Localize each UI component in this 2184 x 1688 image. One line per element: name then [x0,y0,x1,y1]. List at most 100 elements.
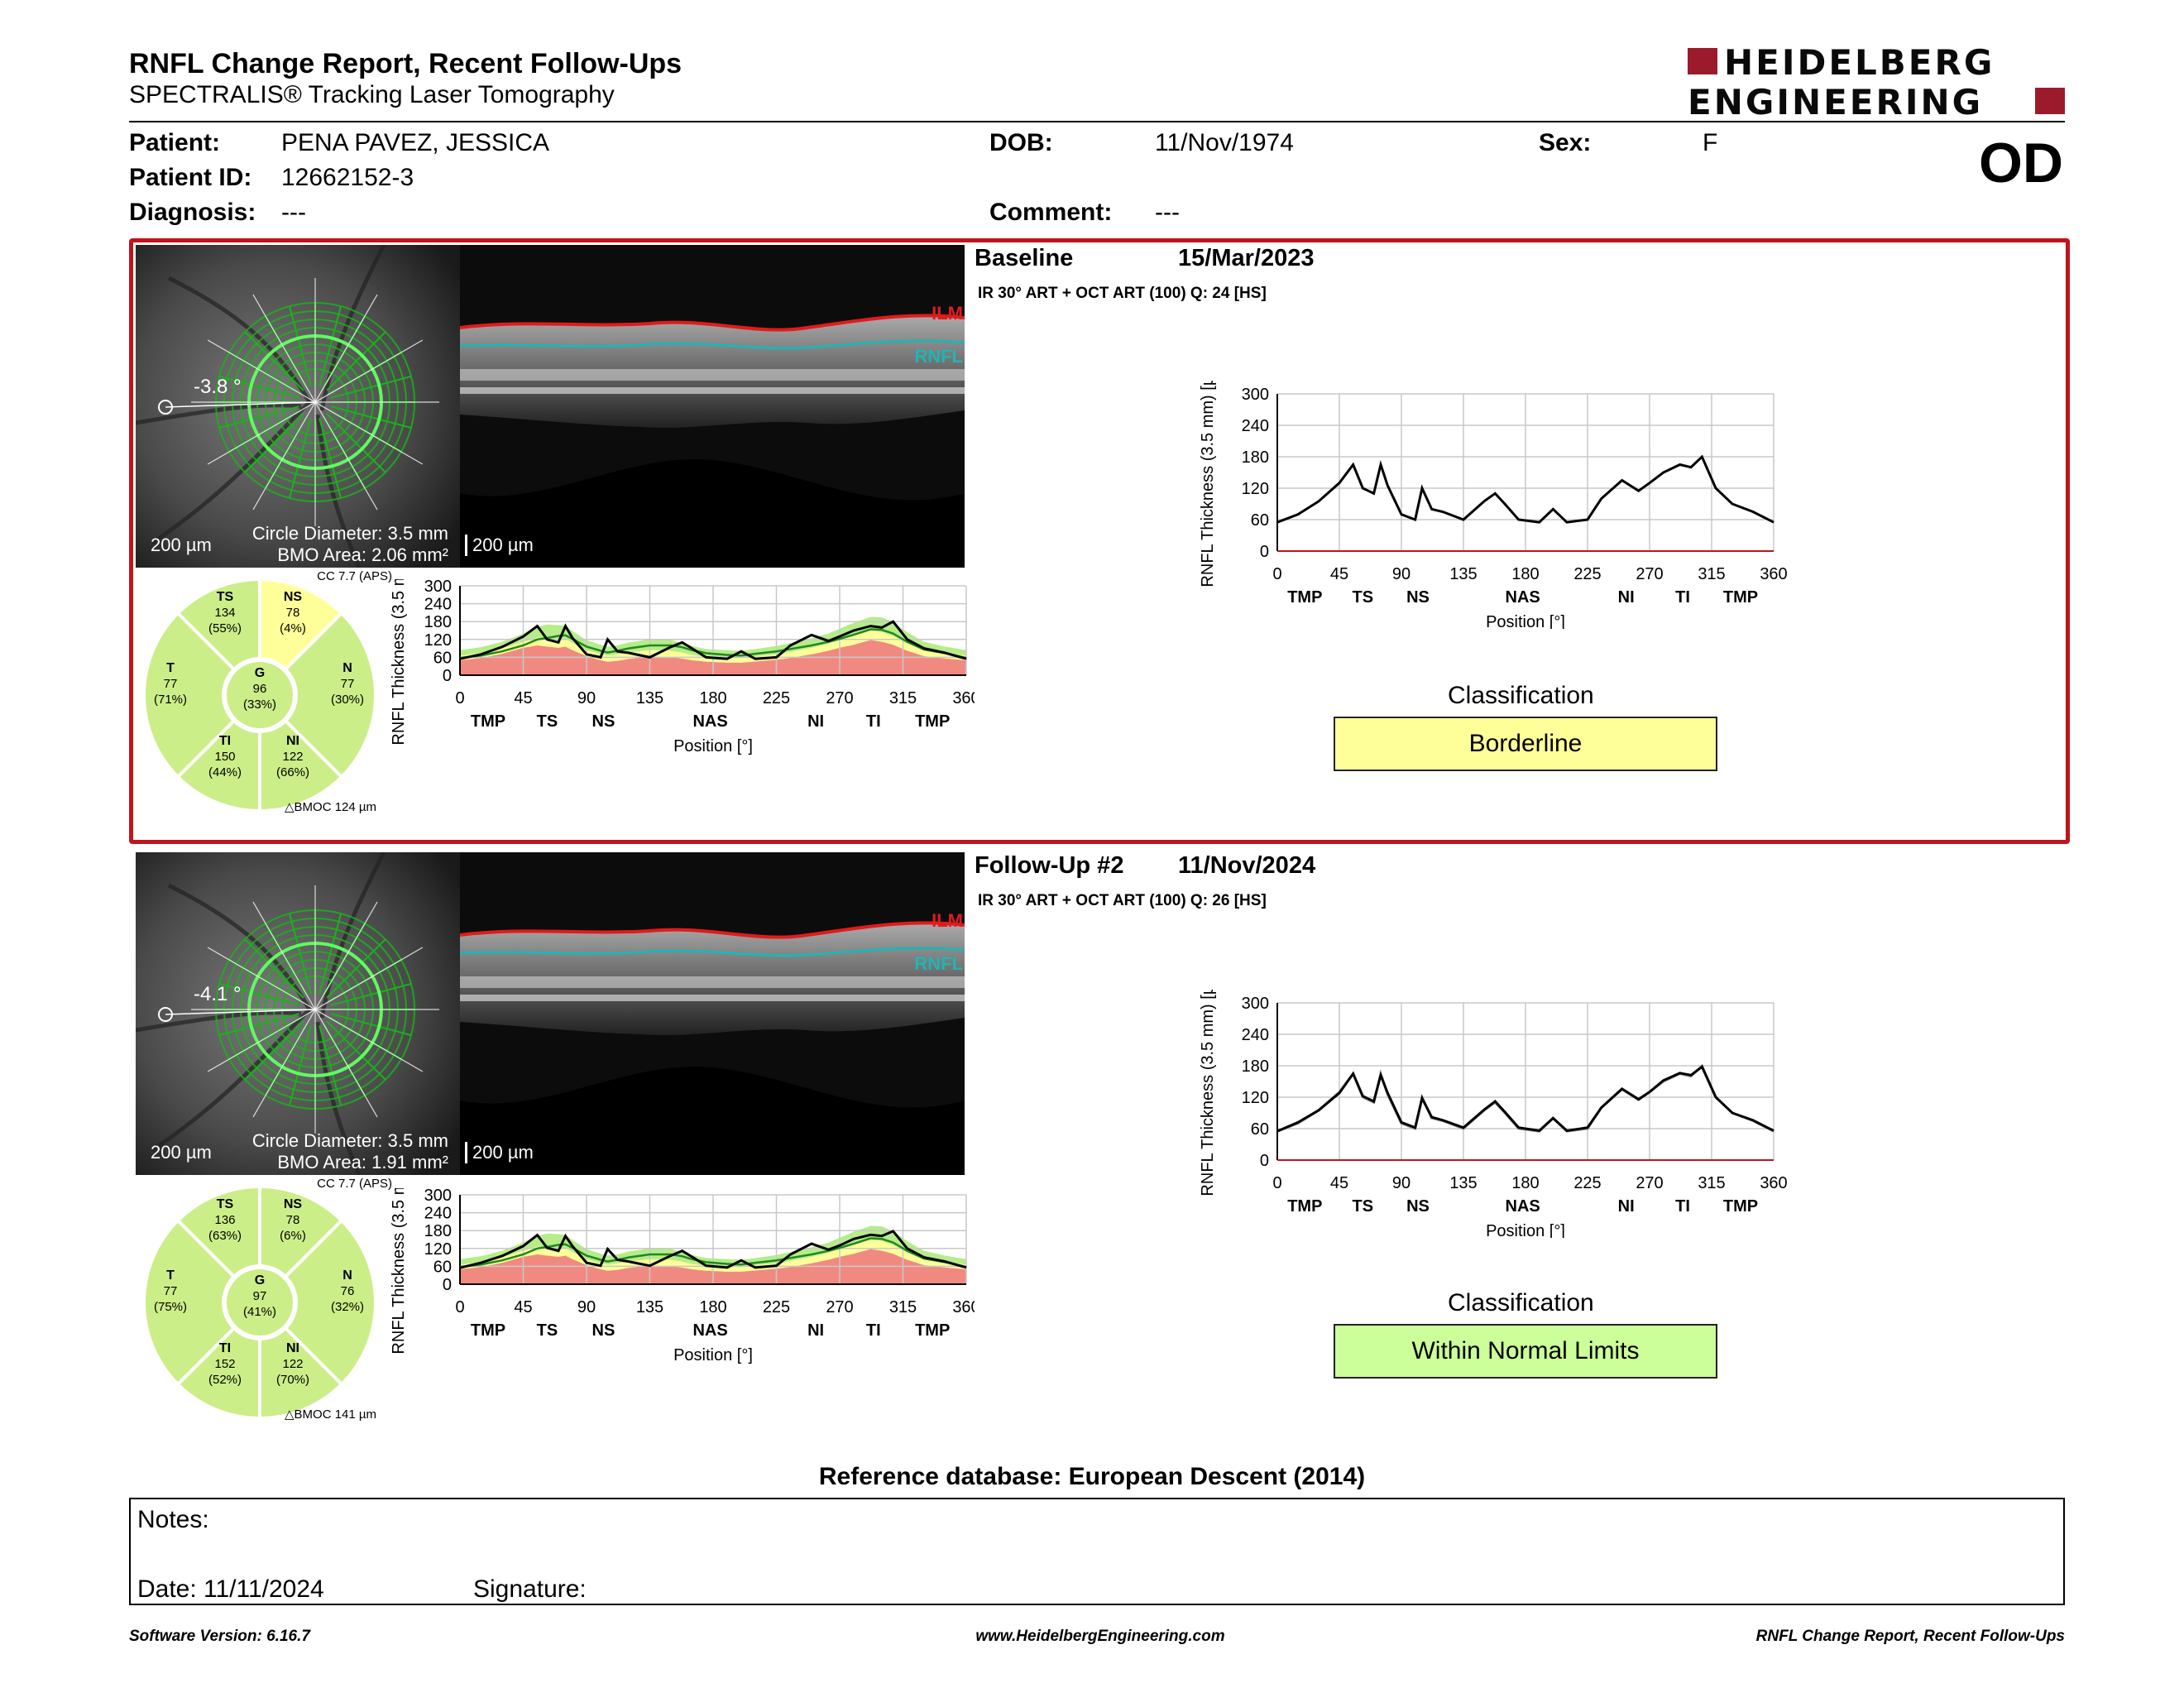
svg-text:TS: TS [217,590,234,604]
logo-line-2: ENGINEERING [1688,82,1984,122]
y-tick-label: 60 [433,1258,452,1276]
ilm-label: ILM [932,303,963,324]
classification-label: Classification [1448,682,1594,709]
sector-label-ni: NI 122(66%) [276,734,309,779]
classification-value: Borderline [1468,730,1583,757]
svg-text:(63%): (63%) [208,1229,242,1243]
sector-label-ns: NS 78(4%) [280,590,306,635]
svg-text:TS: TS [217,1197,234,1211]
sector-pie-graphic: TS 134(55%) NS 78(4%) T 77 (71%) G 96 (33%) N 77 (30… [142,577,377,813]
sector-label-g: G 96 (33%) [243,666,276,712]
classification-label: Classification [1448,1289,1594,1316]
patient-id-value: 12662152-3 [281,164,414,191]
x-tick-label: 270 [826,689,853,707]
header-rule [129,121,2065,122]
classification-box: Within Normal Limits [1334,1324,1717,1379]
x-tick-label: 180 [699,689,726,707]
y-tick-label: 180 [1242,448,1269,467]
sector-axis-label: TS [1353,588,1374,607]
x-tick-label: 0 [1272,565,1281,583]
x-tick-label: 135 [1449,1174,1477,1192]
report-title: RNFL Change Report, Recent Follow-Ups [129,48,682,79]
svg-text:(6%): (6%) [280,1229,306,1243]
circle-diameter: Circle Diameter: 3.5 mm [251,523,448,544]
x-tick-label: 315 [889,689,917,707]
notes-box[interactable]: Notes: Date: 11/11/2024 Signature: [129,1498,2065,1605]
sector-pie-graphic: TS 136 (63%) NS 78 (6%) T77 (75%) G97 (41%) N76 (32… [142,1184,377,1421]
dob-value: 11/Nov/1974 [1155,129,1294,156]
circle-diameter: Circle Diameter: 3.5 mm [251,1130,448,1151]
cc-text: CC 7.7 (APS) [317,1177,392,1191]
sex-value: F [1703,129,1718,156]
sector-label-g: G97 (41%) [243,1273,276,1319]
bmoc-text: △BMOC 124 µm [285,800,377,814]
y-axis-label: RNFL Thickness (3.5 mm) [µm] [1199,381,1217,587]
sector-axis-label: NAS [1506,588,1540,607]
svg-text:NI: NI [286,1341,299,1355]
x-tick-label: 315 [1698,1174,1725,1192]
svg-text:(30%): (30%) [331,693,364,707]
sector-axis-label: TMP [471,712,505,731]
y-axis-label: RNFL Thickness (3.5 mm) [µm] [390,1188,408,1355]
classification-value: Within Normal Limits [1411,1337,1640,1364]
svg-text:96: 96 [253,682,267,696]
sector-label-ns: NS 78 (6%) [280,1197,306,1243]
sector-pie: CC 7.7 (APS) TS 134 (55%) NS 78 (4%) T 77 (71%) G 9… [136,568,392,824]
fovea-angle: -4.1 ° [194,983,242,1005]
sector-axis-label: NI [807,1321,824,1340]
sector-axis-label: TS [1353,1197,1374,1216]
y-tick-label: 300 [424,1188,452,1205]
fundus-graphic [136,245,460,568]
svg-text:(66%): (66%) [276,765,309,779]
x-axis-label: Position [°] [1486,613,1565,629]
y-tick-label: 120 [424,1240,452,1259]
rnfl-label: RNFL [914,346,963,367]
x-tick-label: 135 [636,1298,663,1316]
sector-axis-label: NI [807,712,824,731]
x-tick-label: 315 [889,1298,917,1316]
rnfl-chart: 04590135180225270315360060120180240300TM… [390,579,975,755]
sector-label-ts: TS 134(55%) [208,590,242,635]
y-tick-label: 120 [1242,480,1269,498]
x-tick-label: 45 [1330,565,1348,583]
x-tick-label: 0 [455,689,464,707]
sector-n [283,611,377,779]
x-tick-label: 225 [1573,1174,1601,1192]
heidelberg-logo: HEIDELBERG ENGINEERING [1679,43,2068,122]
sector-axis-label: TMP [1723,588,1758,607]
x-tick-label: 45 [514,689,532,707]
x-tick-label: 45 [1330,1174,1348,1192]
x-tick-label: 360 [952,689,975,707]
sector-label-ti: TI 150(44%) [208,734,242,779]
y-tick-label: 300 [1242,995,1269,1013]
exam-label: Baseline [975,245,1074,271]
svg-text:(4%): (4%) [280,621,306,635]
patient-label: Patient: [129,129,221,156]
x-tick-label: 360 [952,1298,975,1316]
reference-database: Reference database: European Descent (20… [818,1463,1366,1490]
y-tick-label: 120 [424,631,452,650]
oct-scale-bar: 200 µm [465,535,534,556]
x-axis-label: Position [°] [673,1346,753,1364]
sector-n [283,1218,377,1387]
y-axis-label: RNFL Thickness (3.5 mm) [µm] [390,579,408,746]
sector-axis-label: NI [1618,588,1635,607]
x-tick-label: 270 [1636,565,1663,583]
y-tick-label: 240 [1242,417,1269,435]
x-tick-label: 360 [1760,565,1787,583]
sector-g [223,1266,296,1339]
series-line [1276,1064,1774,1133]
svg-text:122: 122 [282,750,303,764]
sector-axis-label: TMP [1723,1197,1758,1216]
svg-text:NI: NI [286,734,299,748]
svg-text:NS: NS [284,1197,303,1211]
exam-label: Follow-Up #2 [975,852,1124,879]
svg-text:77: 77 [164,1284,178,1298]
y-tick-label: 300 [1242,386,1269,404]
x-axis-label: Position [°] [1486,1222,1565,1238]
x-tick-label: 90 [577,1298,596,1316]
oct-bscan-image: ILM RNFL 200 µm [460,852,965,1175]
svg-text:76: 76 [341,1284,355,1298]
website-link[interactable]: www.HeidelbergEngineering.com [975,1628,1225,1645]
sector-axis-label: TMP [1287,1197,1322,1216]
